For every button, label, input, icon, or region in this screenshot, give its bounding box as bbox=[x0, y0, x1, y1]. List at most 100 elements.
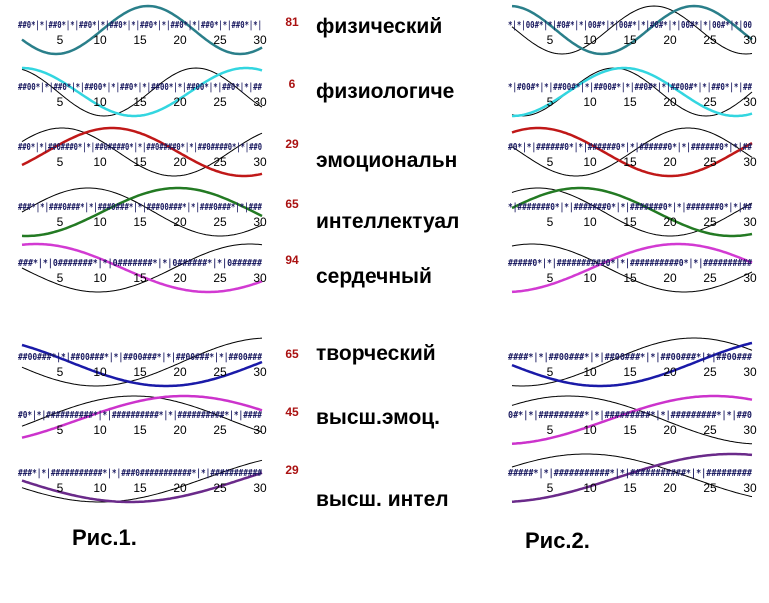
rhythm-label: интеллектуал bbox=[316, 210, 459, 233]
panel-1-8: ###*|*|###########*|*|###0###########*|*… bbox=[18, 459, 299, 504]
x-tick-label: 10 bbox=[583, 365, 597, 379]
x-tick-label: 20 bbox=[173, 95, 187, 109]
day-markers: *|*|00#*|*|#0#*|*|00#*|*|00#*|*|#0#*|*|0… bbox=[508, 20, 752, 31]
x-tick-label: 30 bbox=[253, 271, 267, 285]
x-tick-label: 20 bbox=[173, 155, 187, 169]
caption-figure-2: Рис.2. bbox=[525, 528, 590, 553]
panel-1-3: ##0*|*|##0###0*|*|##0####0*|*|##0####0*|… bbox=[18, 126, 299, 178]
x-tick-label: 5 bbox=[547, 95, 554, 109]
day-markers: ###*|*|0#######*|*|0#######*|*|0######*|… bbox=[18, 258, 262, 269]
rhythm-value: 6 bbox=[289, 77, 296, 91]
panel-1-2: ##00*|*|##0*|*|##00*|*|##0*|*|##00*|*|##… bbox=[18, 66, 296, 118]
x-tick-label: 10 bbox=[93, 481, 107, 495]
x-tick-label: 15 bbox=[623, 365, 637, 379]
x-tick-label: 15 bbox=[623, 271, 637, 285]
x-tick-label: 5 bbox=[547, 365, 554, 379]
rhythm-value: 94 bbox=[285, 253, 299, 267]
x-tick-label: 5 bbox=[57, 271, 64, 285]
panel-2-1: *|*|00#*|*|#0#*|*|00#*|*|00#*|*|#0#*|*|0… bbox=[508, 4, 757, 56]
x-tick-label: 15 bbox=[133, 423, 147, 437]
rhythm-value: 65 bbox=[285, 197, 299, 211]
rhythm-curve bbox=[511, 341, 753, 388]
day-markers: #0*|*|##########*|*|##########*|*|######… bbox=[18, 410, 262, 421]
panel-2-4: *|#######0*|*|#######0*|*|#######0*|*|##… bbox=[508, 186, 757, 238]
x-tick-label: 30 bbox=[743, 215, 757, 229]
rhythm-value: 29 bbox=[285, 137, 299, 151]
day-markers: *|#00#*|*|##00#*|*|##00#*|*|##0#*|*|##00… bbox=[508, 82, 752, 93]
x-tick-label: 5 bbox=[57, 95, 64, 109]
reference-curve bbox=[511, 395, 753, 445]
x-tick-label: 20 bbox=[663, 365, 677, 379]
x-tick-label: 25 bbox=[703, 423, 717, 437]
x-tick-label: 20 bbox=[663, 33, 677, 47]
x-tick-label: 15 bbox=[623, 33, 637, 47]
panel-1-1: ##0*|*|##0*|*|##0*|*|##0*|*|##0*|*|##0*|… bbox=[18, 4, 299, 56]
rhythm-curve bbox=[21, 471, 263, 504]
x-tick-label: 25 bbox=[703, 481, 717, 495]
panel-2-2: *|#00#*|*|##00#*|*|##00#*|*|##0#*|*|##00… bbox=[508, 66, 757, 118]
x-tick-label: 10 bbox=[93, 95, 107, 109]
panel-2-6: ####*|*|##00###*|*|##00###*|*|##00###*|*… bbox=[508, 337, 757, 388]
x-tick-label: 10 bbox=[93, 423, 107, 437]
reference-curve bbox=[21, 67, 263, 117]
reference-curve bbox=[21, 243, 263, 293]
x-tick-label: 30 bbox=[743, 481, 757, 495]
x-tick-label: 25 bbox=[213, 271, 227, 285]
rhythm-curve bbox=[21, 343, 263, 388]
rhythm-curve bbox=[511, 452, 753, 503]
x-tick-label: 30 bbox=[743, 33, 757, 47]
x-tick-label: 5 bbox=[547, 215, 554, 229]
x-tick-label: 15 bbox=[133, 95, 147, 109]
x-tick-label: 20 bbox=[173, 481, 187, 495]
x-tick-label: 30 bbox=[743, 365, 757, 379]
x-tick-label: 15 bbox=[133, 271, 147, 285]
panel-2-5: #####0*|*|##########0*|*|##########0*|*|… bbox=[508, 242, 757, 294]
reference-curve bbox=[511, 67, 753, 117]
x-tick-label: 15 bbox=[133, 155, 147, 169]
day-markers: ##0*|*|##0*|*|##0*|*|##0*|*|##0*|*|##0*|… bbox=[18, 20, 262, 31]
x-tick-label: 20 bbox=[663, 95, 677, 109]
x-tick-label: 20 bbox=[663, 215, 677, 229]
rhythm-curve bbox=[511, 242, 753, 294]
x-tick-label: 5 bbox=[547, 271, 554, 285]
x-tick-label: 5 bbox=[547, 423, 554, 437]
x-tick-label: 15 bbox=[623, 155, 637, 169]
rhythm-curve bbox=[511, 186, 753, 238]
panel-2-7: 0#*|*|#########*|*|#########*|*|########… bbox=[508, 394, 757, 445]
rhythm-label: физиологиче bbox=[316, 80, 454, 103]
reference-curve bbox=[511, 127, 753, 177]
x-tick-label: 10 bbox=[583, 481, 597, 495]
day-markers: #0*|*|######0*|*|######0*|*|######0*|*|#… bbox=[508, 142, 752, 153]
reference-curve bbox=[511, 243, 753, 293]
day-markers: 0#*|*|#########*|*|#########*|*|########… bbox=[508, 410, 752, 421]
rhythm-curve bbox=[21, 242, 263, 294]
x-tick-label: 10 bbox=[93, 33, 107, 47]
x-tick-label: 30 bbox=[743, 95, 757, 109]
rhythm-label: эмоциональн bbox=[316, 149, 457, 172]
caption-figure-1: Рис.1. bbox=[72, 525, 137, 550]
x-tick-label: 5 bbox=[547, 481, 554, 495]
x-tick-label: 25 bbox=[213, 481, 227, 495]
x-tick-label: 30 bbox=[253, 33, 267, 47]
x-tick-label: 10 bbox=[583, 271, 597, 285]
figure-2: *|*|00#*|*|#0#*|*|00#*|*|00#*|*|#0#*|*|0… bbox=[508, 4, 757, 503]
day-markers: ###*|*|###########*|*|###0###########*|*… bbox=[18, 468, 262, 479]
x-tick-label: 20 bbox=[173, 215, 187, 229]
x-tick-label: 25 bbox=[703, 271, 717, 285]
panel-2-3: #0*|*|######0*|*|######0*|*|######0*|*|#… bbox=[508, 126, 757, 178]
panel-1-7: #0*|*|##########*|*|##########*|*|######… bbox=[18, 394, 299, 439]
x-tick-label: 30 bbox=[253, 423, 267, 437]
x-tick-label: 20 bbox=[663, 481, 677, 495]
x-tick-label: 30 bbox=[253, 95, 267, 109]
x-tick-label: 20 bbox=[663, 271, 677, 285]
x-tick-label: 25 bbox=[703, 33, 717, 47]
x-tick-label: 25 bbox=[213, 365, 227, 379]
x-tick-label: 30 bbox=[743, 271, 757, 285]
rhythm-label: физический bbox=[316, 15, 442, 38]
reference-curve bbox=[511, 187, 753, 237]
day-markers: #####0*|*|##########0*|*|##########0*|*|… bbox=[508, 258, 752, 269]
day-markers: ###*|*|###0###*|*|###0###*|*|###00###*|*… bbox=[18, 202, 262, 213]
reference-curve bbox=[21, 337, 263, 387]
x-tick-label: 20 bbox=[173, 33, 187, 47]
